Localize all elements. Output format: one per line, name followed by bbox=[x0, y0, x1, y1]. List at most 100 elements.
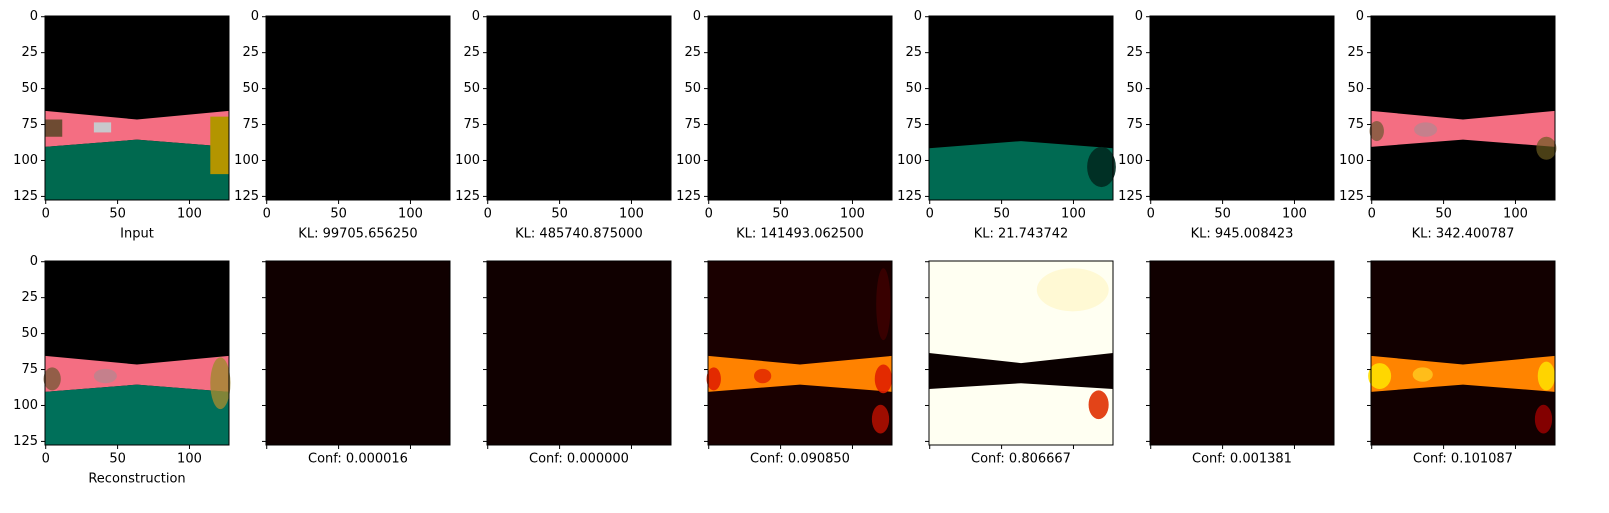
panel-label: Conf: 0.806667 bbox=[971, 452, 1071, 467]
y-tick-label: 100 bbox=[1339, 153, 1364, 168]
axes-frame bbox=[1370, 15, 1556, 201]
image-panel bbox=[43, 261, 231, 445]
y-tick-label: 50 bbox=[21, 326, 38, 341]
image-panel bbox=[706, 261, 892, 445]
panel-label: KL: 99705.656250 bbox=[298, 227, 417, 242]
axes-frame bbox=[707, 260, 893, 446]
y-tick-label: 25 bbox=[1126, 45, 1143, 60]
image-car bbox=[93, 122, 112, 133]
image-patch bbox=[93, 368, 117, 384]
image-patch bbox=[1087, 146, 1116, 188]
image-band bbox=[1371, 110, 1555, 147]
x-tick-label: 0 bbox=[1147, 207, 1155, 222]
y-tick-label: 0 bbox=[914, 9, 922, 24]
image-patch bbox=[43, 367, 61, 391]
image-band bbox=[708, 355, 892, 392]
image-panel bbox=[266, 16, 450, 200]
y-tick-label: 125 bbox=[1339, 189, 1364, 204]
image-patch bbox=[210, 357, 231, 410]
image-bg bbox=[266, 261, 450, 445]
y-tick-label: 100 bbox=[13, 153, 38, 168]
panel-label: KL: 485740.875000 bbox=[515, 227, 643, 242]
y-tick-label: 25 bbox=[21, 290, 38, 305]
x-tick-label: 100 bbox=[840, 207, 865, 222]
axes-frame bbox=[1149, 260, 1335, 446]
y-tick-label: 100 bbox=[13, 398, 38, 413]
y-tick-label: 0 bbox=[251, 9, 259, 24]
y-tick-label: 125 bbox=[1118, 189, 1143, 204]
image-bg bbox=[1150, 16, 1334, 200]
image-object bbox=[45, 119, 63, 137]
image-patch bbox=[1414, 122, 1438, 137]
x-tick-label: 50 bbox=[1435, 207, 1452, 222]
y-tick-label: 125 bbox=[897, 189, 922, 204]
y-tick-label: 75 bbox=[21, 117, 38, 132]
x-tick-label: 50 bbox=[330, 207, 347, 222]
y-tick-label: 25 bbox=[1347, 45, 1364, 60]
y-tick-label: 100 bbox=[1118, 153, 1143, 168]
axes-frame bbox=[707, 15, 893, 201]
x-tick-label: 50 bbox=[993, 207, 1010, 222]
y-tick-label: 125 bbox=[676, 189, 701, 204]
image-patch bbox=[1369, 120, 1384, 142]
image-patch bbox=[1412, 367, 1433, 382]
image-patch bbox=[1368, 363, 1392, 389]
axes-frame bbox=[486, 15, 672, 201]
x-tick-label: 100 bbox=[1503, 207, 1528, 222]
image-patch bbox=[876, 268, 891, 341]
axes-frame bbox=[44, 15, 230, 201]
x-tick-label: 100 bbox=[1061, 207, 1086, 222]
image-bg bbox=[708, 261, 892, 445]
y-tick-label: 125 bbox=[13, 189, 38, 204]
image-panel bbox=[1150, 16, 1334, 200]
image-patch bbox=[1088, 390, 1109, 420]
x-tick-label: 0 bbox=[42, 452, 50, 467]
axes-frame bbox=[44, 260, 230, 446]
x-tick-label: 0 bbox=[263, 207, 271, 222]
image-panel bbox=[708, 16, 892, 200]
y-tick-label: 0 bbox=[30, 9, 38, 24]
image-bg bbox=[487, 261, 671, 445]
y-tick-label: 25 bbox=[905, 45, 922, 60]
y-tick-label: 50 bbox=[905, 81, 922, 96]
image-band bbox=[45, 110, 229, 147]
image-ground bbox=[45, 384, 229, 445]
y-tick-label: 75 bbox=[21, 362, 38, 377]
image-bg bbox=[487, 16, 671, 200]
y-tick-label: 75 bbox=[1126, 117, 1143, 132]
image-bg bbox=[1371, 261, 1555, 445]
x-tick-label: 100 bbox=[398, 207, 423, 222]
image-patch bbox=[754, 368, 772, 384]
image-patch bbox=[874, 364, 892, 394]
panel-label: Reconstruction bbox=[88, 472, 185, 487]
image-object bbox=[210, 116, 229, 175]
y-tick-label: 50 bbox=[684, 81, 701, 96]
y-tick-label: 50 bbox=[463, 81, 480, 96]
y-tick-label: 0 bbox=[472, 9, 480, 24]
y-tick-label: 75 bbox=[684, 117, 701, 132]
image-panel bbox=[1369, 16, 1557, 200]
panel-label: Conf: 0.000016 bbox=[308, 452, 408, 467]
y-tick-label: 25 bbox=[21, 45, 38, 60]
y-tick-label: 75 bbox=[905, 117, 922, 132]
image-panel bbox=[1368, 261, 1555, 445]
y-tick-label: 50 bbox=[1347, 81, 1364, 96]
panel-label: Input bbox=[120, 227, 154, 242]
x-tick-label: 100 bbox=[619, 207, 644, 222]
image-panel bbox=[929, 16, 1116, 200]
y-tick-label: 50 bbox=[21, 81, 38, 96]
image-patch bbox=[871, 404, 890, 434]
x-tick-label: 100 bbox=[177, 207, 202, 222]
image-panel bbox=[45, 16, 229, 200]
axes-frame bbox=[1370, 260, 1556, 446]
y-tick-label: 75 bbox=[1347, 117, 1364, 132]
panel-label: KL: 342.400787 bbox=[1412, 227, 1515, 242]
image-patch bbox=[1534, 404, 1553, 434]
image-patch bbox=[1536, 136, 1557, 160]
axes-frame bbox=[265, 260, 451, 446]
x-tick-label: 50 bbox=[109, 207, 126, 222]
image-ground bbox=[45, 139, 229, 200]
x-tick-label: 0 bbox=[484, 207, 492, 222]
y-tick-label: 100 bbox=[234, 153, 259, 168]
y-tick-label: 0 bbox=[30, 254, 38, 269]
